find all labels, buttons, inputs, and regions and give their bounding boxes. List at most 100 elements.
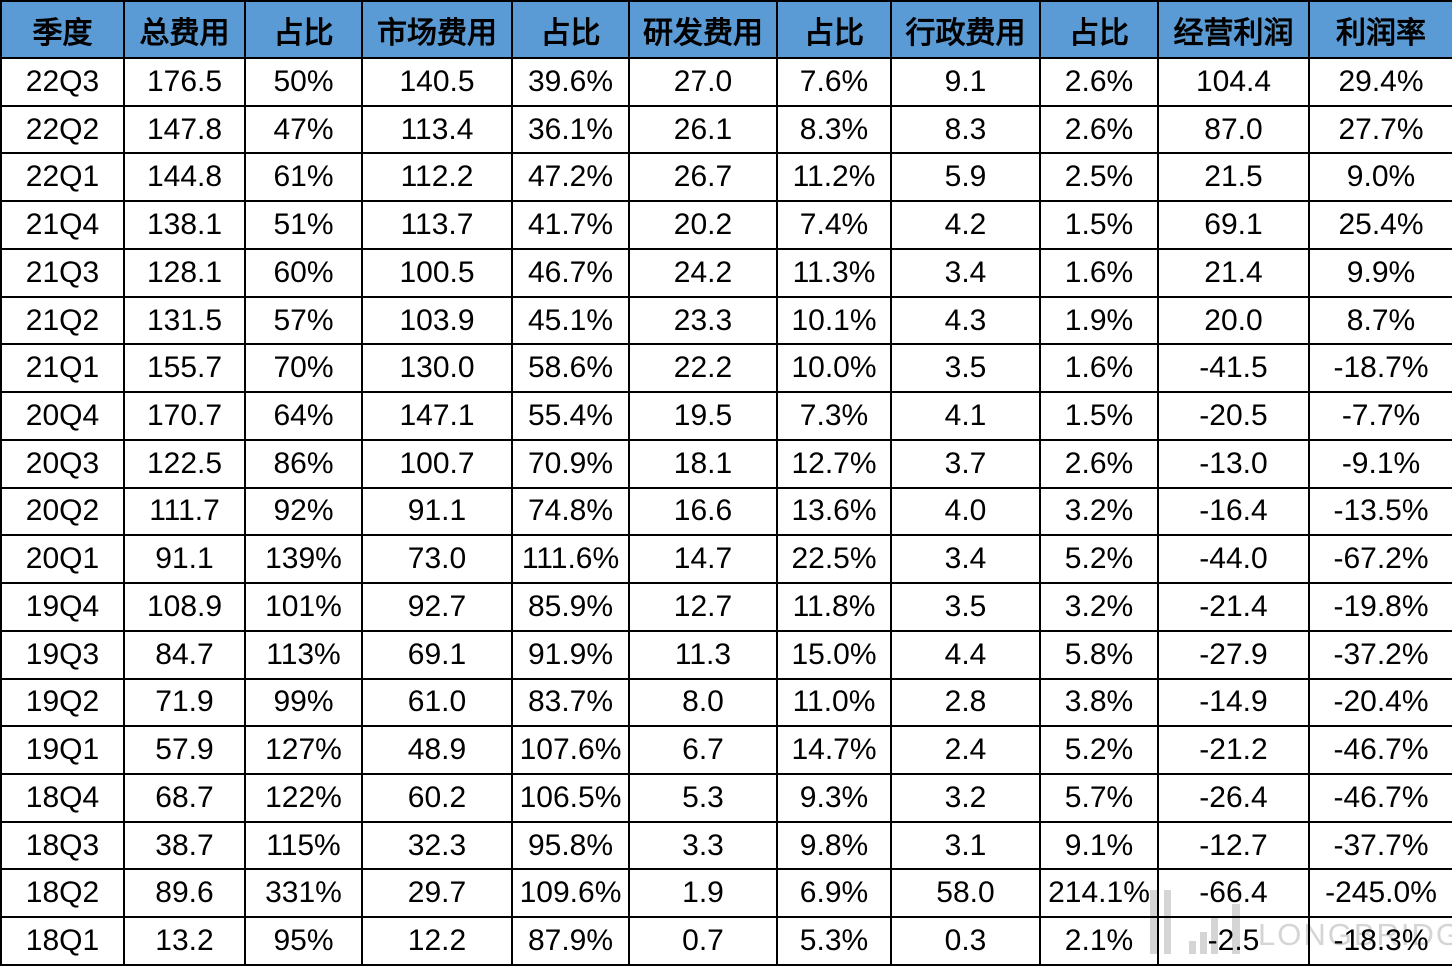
value-cell: 9.1 bbox=[890, 57, 1041, 107]
value-cell: -20.5 bbox=[1157, 391, 1310, 441]
value-cell: 111.7 bbox=[123, 486, 246, 537]
value-cell: 51% bbox=[244, 200, 363, 250]
value-cell: 3.2 bbox=[890, 773, 1041, 823]
value-cell: 10.0% bbox=[776, 343, 892, 394]
value-cell: 14.7% bbox=[776, 725, 892, 776]
value-cell: 13.6% bbox=[776, 486, 892, 537]
table-body: 22Q3 176.5 50% 140.5 39.6% 27.0 7.6% 9.1 2.6% 104… bbox=[0, 57, 1452, 966]
quarter-cell: 19Q2 bbox=[0, 677, 125, 728]
value-cell: 15.0% bbox=[776, 629, 892, 680]
quarter-cell: 20Q1 bbox=[0, 534, 125, 585]
value-cell: -13.0 bbox=[1157, 438, 1310, 489]
column-header: 占比 bbox=[511, 0, 630, 59]
value-cell: 8.3 bbox=[890, 104, 1041, 155]
value-cell: 8.3% bbox=[776, 104, 892, 155]
value-cell: -12.7 bbox=[1157, 820, 1310, 871]
value-cell: -44.0 bbox=[1157, 534, 1310, 585]
value-cell: 11.8% bbox=[776, 582, 892, 632]
table-row: 21Q3 128.1 60% 100.5 46.7% 24.2 11.3% 3.4 1.6% 21… bbox=[0, 247, 1452, 298]
value-cell: 86% bbox=[244, 438, 363, 489]
value-cell: 176.5 bbox=[123, 57, 246, 107]
value-cell: 18.1 bbox=[628, 438, 778, 489]
value-cell: 21.5 bbox=[1157, 152, 1310, 203]
value-cell: 13.2 bbox=[123, 916, 246, 966]
value-cell: 112.2 bbox=[361, 152, 513, 203]
value-cell: 3.4 bbox=[890, 247, 1041, 298]
value-cell: 11.3% bbox=[776, 247, 892, 298]
value-cell: 109.6% bbox=[511, 868, 630, 919]
value-cell: 58.6% bbox=[511, 343, 630, 394]
value-cell: -245.0% bbox=[1308, 868, 1452, 919]
value-cell: 70% bbox=[244, 343, 363, 394]
column-header: 研发费用 bbox=[628, 0, 778, 59]
value-cell: 26.7 bbox=[628, 152, 778, 203]
column-header: 经营利润 bbox=[1157, 0, 1310, 59]
value-cell: 36.1% bbox=[511, 104, 630, 155]
value-cell: 11.0% bbox=[776, 677, 892, 728]
value-cell: 32.3 bbox=[361, 820, 513, 871]
value-cell: 331% bbox=[244, 868, 363, 919]
value-cell: 68.7 bbox=[123, 773, 246, 823]
quarter-cell: 20Q4 bbox=[0, 391, 125, 441]
column-header: 占比 bbox=[244, 0, 363, 59]
value-cell: 71.9 bbox=[123, 677, 246, 728]
value-cell: 87.0 bbox=[1157, 104, 1310, 155]
value-cell: -37.2% bbox=[1308, 629, 1452, 680]
value-cell: 12.2 bbox=[361, 916, 513, 966]
value-cell: 61.0 bbox=[361, 677, 513, 728]
value-cell: -67.2% bbox=[1308, 534, 1452, 585]
value-cell: 155.7 bbox=[123, 343, 246, 394]
table-row: 19Q2 71.9 99% 61.0 83.7% 8.0 11.0% 2.8 3.8% -14.9… bbox=[0, 677, 1452, 728]
value-cell: 106.5% bbox=[511, 773, 630, 823]
value-cell: 20.2 bbox=[628, 200, 778, 250]
value-cell: 24.2 bbox=[628, 247, 778, 298]
value-cell: -46.7% bbox=[1308, 773, 1452, 823]
table-row: 19Q1 57.9 127% 48.9 107.6% 6.7 14.7% 2.4 5.2% -21… bbox=[0, 725, 1452, 776]
value-cell: 1.9 bbox=[628, 868, 778, 919]
value-cell: 20.0 bbox=[1157, 295, 1310, 346]
value-cell: 4.0 bbox=[890, 486, 1041, 537]
column-header: 市场费用 bbox=[361, 0, 513, 59]
value-cell: -2.5 bbox=[1157, 916, 1310, 966]
value-cell: 122.5 bbox=[123, 438, 246, 489]
value-cell: 39.6% bbox=[511, 57, 630, 107]
value-cell: 139% bbox=[244, 534, 363, 585]
value-cell: -7.7% bbox=[1308, 391, 1452, 441]
value-cell: -13.5% bbox=[1308, 486, 1452, 537]
value-cell: 3.7 bbox=[890, 438, 1041, 489]
table-row: 20Q4 170.7 64% 147.1 55.4% 19.5 7.3% 4.1 1.5% -20… bbox=[0, 391, 1452, 441]
table-row: 18Q1 13.2 95% 12.2 87.9% 0.7 5.3% 0.3 2.1% -2.5 -1… bbox=[0, 916, 1452, 966]
value-cell: 47.2% bbox=[511, 152, 630, 203]
value-cell: 29.7 bbox=[361, 868, 513, 919]
value-cell: -46.7% bbox=[1308, 725, 1452, 776]
quarter-cell: 21Q3 bbox=[0, 247, 125, 298]
value-cell: 2.5% bbox=[1039, 152, 1159, 203]
quarter-cell: 19Q3 bbox=[0, 629, 125, 680]
value-cell: 89.6 bbox=[123, 868, 246, 919]
table-row: 22Q2 147.8 47% 113.4 36.1% 26.1 8.3% 8.3 2.6% 87.… bbox=[0, 104, 1452, 155]
value-cell: 91.1 bbox=[123, 534, 246, 585]
value-cell: 113% bbox=[244, 629, 363, 680]
value-cell: 1.9% bbox=[1039, 295, 1159, 346]
value-cell: 107.6% bbox=[511, 725, 630, 776]
value-cell: 87.9% bbox=[511, 916, 630, 966]
value-cell: -26.4 bbox=[1157, 773, 1310, 823]
quarter-cell: 22Q2 bbox=[0, 104, 125, 155]
value-cell: -9.1% bbox=[1308, 438, 1452, 489]
value-cell: 2.6% bbox=[1039, 57, 1159, 107]
value-cell: 46.7% bbox=[511, 247, 630, 298]
value-cell: 64% bbox=[244, 391, 363, 441]
value-cell: -21.4 bbox=[1157, 582, 1310, 632]
value-cell: 4.4 bbox=[890, 629, 1041, 680]
value-cell: -66.4 bbox=[1157, 868, 1310, 919]
value-cell: 0.3 bbox=[890, 916, 1041, 966]
value-cell: 127% bbox=[244, 725, 363, 776]
value-cell: 4.3 bbox=[890, 295, 1041, 346]
quarter-cell: 21Q1 bbox=[0, 343, 125, 394]
value-cell: 5.2% bbox=[1039, 534, 1159, 585]
value-cell: 147.1 bbox=[361, 391, 513, 441]
value-cell: 138.1 bbox=[123, 200, 246, 250]
value-cell: 214.1% bbox=[1039, 868, 1159, 919]
value-cell: 22.2 bbox=[628, 343, 778, 394]
table-header: 季度 总费用 占比 市场费用 占比 研发费用 占比 行政费用 占比 经营利润 利润率 bbox=[0, 0, 1452, 59]
